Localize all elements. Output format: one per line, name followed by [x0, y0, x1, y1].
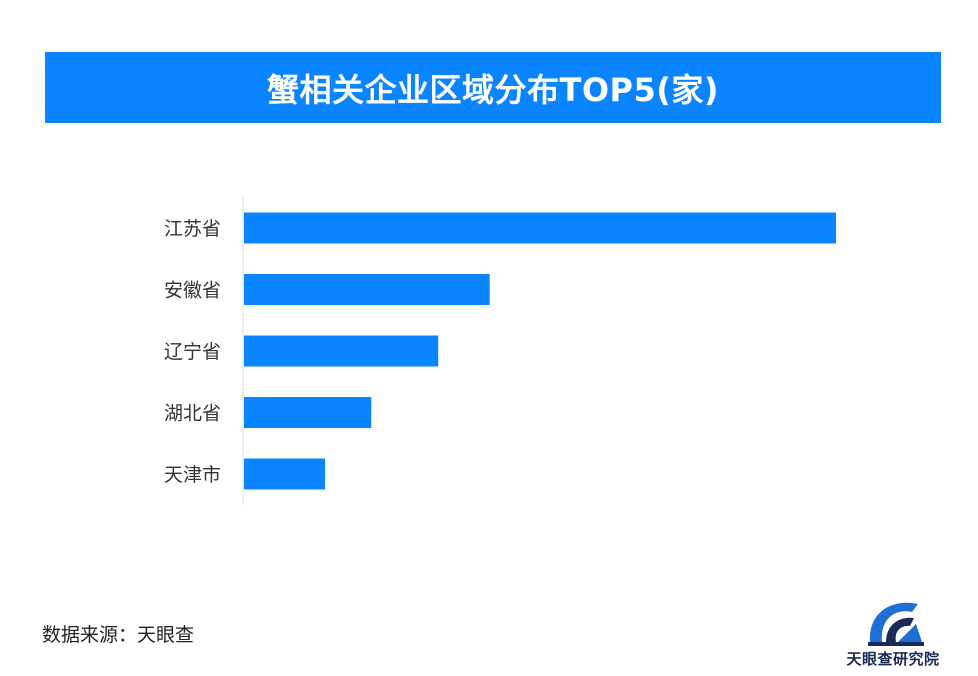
- category-label-3: 辽宁省: [164, 341, 221, 363]
- bar-3: [244, 335, 439, 367]
- bar-5: [244, 458, 326, 490]
- bar-1: [244, 212, 836, 244]
- category-label-2: 安徽省: [164, 280, 221, 302]
- logo-text: 天眼查研究院: [846, 650, 940, 668]
- bar-2: [244, 274, 490, 305]
- logo-emblem-icon: [868, 602, 924, 646]
- tianyancha-logo: 天眼查研究院: [838, 592, 948, 672]
- category-label-5: 天津市: [164, 464, 221, 486]
- data-source: 数据来源：天眼查: [42, 624, 195, 646]
- category-label-1: 江苏省: [164, 218, 221, 240]
- category-label-4: 湖北省: [164, 403, 221, 425]
- bar-4: [244, 397, 372, 428]
- chart-title: 蟹相关企业区域分布TOP5(家): [45, 52, 941, 123]
